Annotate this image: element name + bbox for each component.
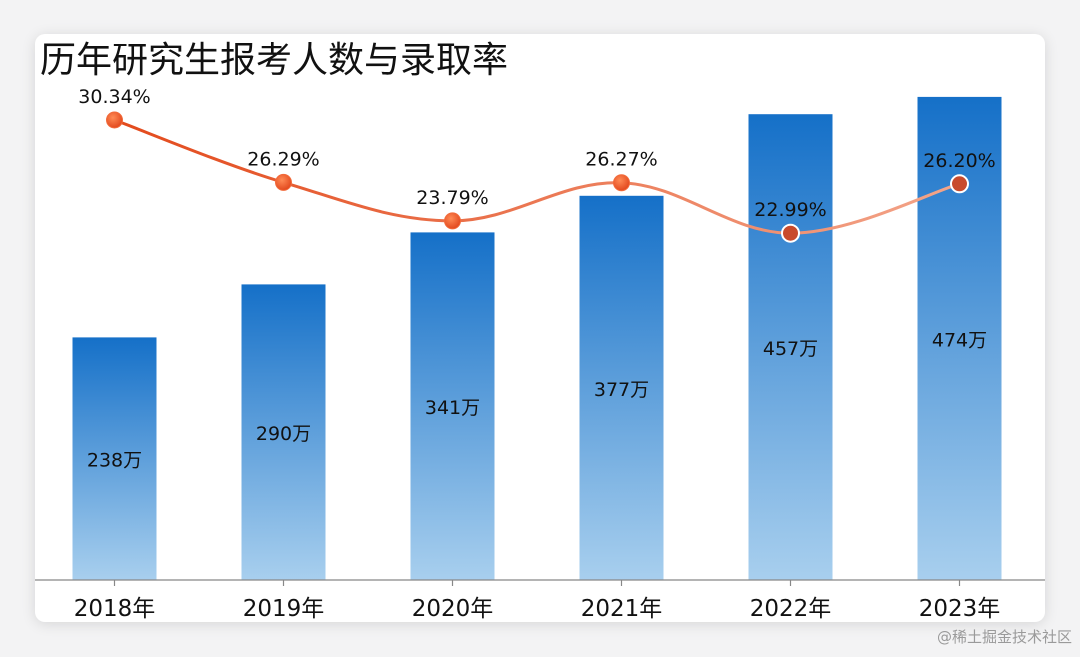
rate-label-1: 26.29% bbox=[247, 148, 319, 170]
x-tick-label-4: 2022年 bbox=[750, 596, 832, 622]
bar-1 bbox=[241, 284, 326, 580]
rate-point-0 bbox=[106, 111, 123, 129]
rate-point-2 bbox=[444, 212, 461, 230]
x-tick-label-5: 2023年 bbox=[919, 596, 1001, 622]
bar-value-label-3: 377万 bbox=[594, 379, 649, 401]
bar-value-label-0: 238万 bbox=[87, 450, 142, 472]
rate-points-layer bbox=[106, 111, 969, 243]
x-tick-label-2: 2020年 bbox=[412, 596, 494, 622]
rate-point-1 bbox=[275, 173, 292, 191]
bar-value-label-2: 341万 bbox=[425, 397, 480, 419]
watermark-text: @稀土掘金技术社区 bbox=[936, 628, 1072, 646]
chart-card bbox=[35, 34, 1045, 622]
chart-title: 历年研究生报考人数与录取率 bbox=[40, 40, 509, 81]
bars-layer bbox=[72, 96, 1002, 581]
x-axis-ticks bbox=[113, 580, 961, 586]
x-axis-category-labels: 2018年 2019年 2020年 2021年 2022年 2023年 bbox=[74, 596, 1001, 622]
admission-rate-line bbox=[113, 118, 960, 235]
rate-label-0: 30.34% bbox=[78, 86, 150, 108]
rate-label-3: 26.27% bbox=[585, 149, 657, 171]
rate-point-5 bbox=[950, 174, 969, 194]
rate-point-3 bbox=[613, 174, 630, 192]
bar-value-label-4: 457万 bbox=[763, 338, 818, 360]
bar-4 bbox=[748, 114, 833, 580]
rate-labels-layer: 30.34% 26.29% 23.79% 26.27% 22.99% 26.20% bbox=[78, 86, 995, 221]
x-tick-label-0: 2018年 bbox=[74, 596, 156, 622]
bar-3 bbox=[579, 195, 664, 581]
rate-label-4: 22.99% bbox=[754, 199, 826, 221]
rate-label-2: 23.79% bbox=[416, 187, 488, 209]
x-tick-label-1: 2019年 bbox=[243, 596, 325, 622]
bar-value-label-1: 290万 bbox=[256, 423, 311, 445]
rate-label-5: 26.20% bbox=[923, 150, 995, 172]
bar-2 bbox=[410, 232, 495, 580]
x-tick-label-3: 2021年 bbox=[581, 596, 663, 622]
bar-labels-layer: 238万 290万 341万 377万 457万 474万 bbox=[87, 329, 987, 471]
bar-0 bbox=[72, 337, 157, 580]
rate-point-4 bbox=[781, 223, 800, 243]
bar-value-label-5: 474万 bbox=[932, 329, 987, 351]
